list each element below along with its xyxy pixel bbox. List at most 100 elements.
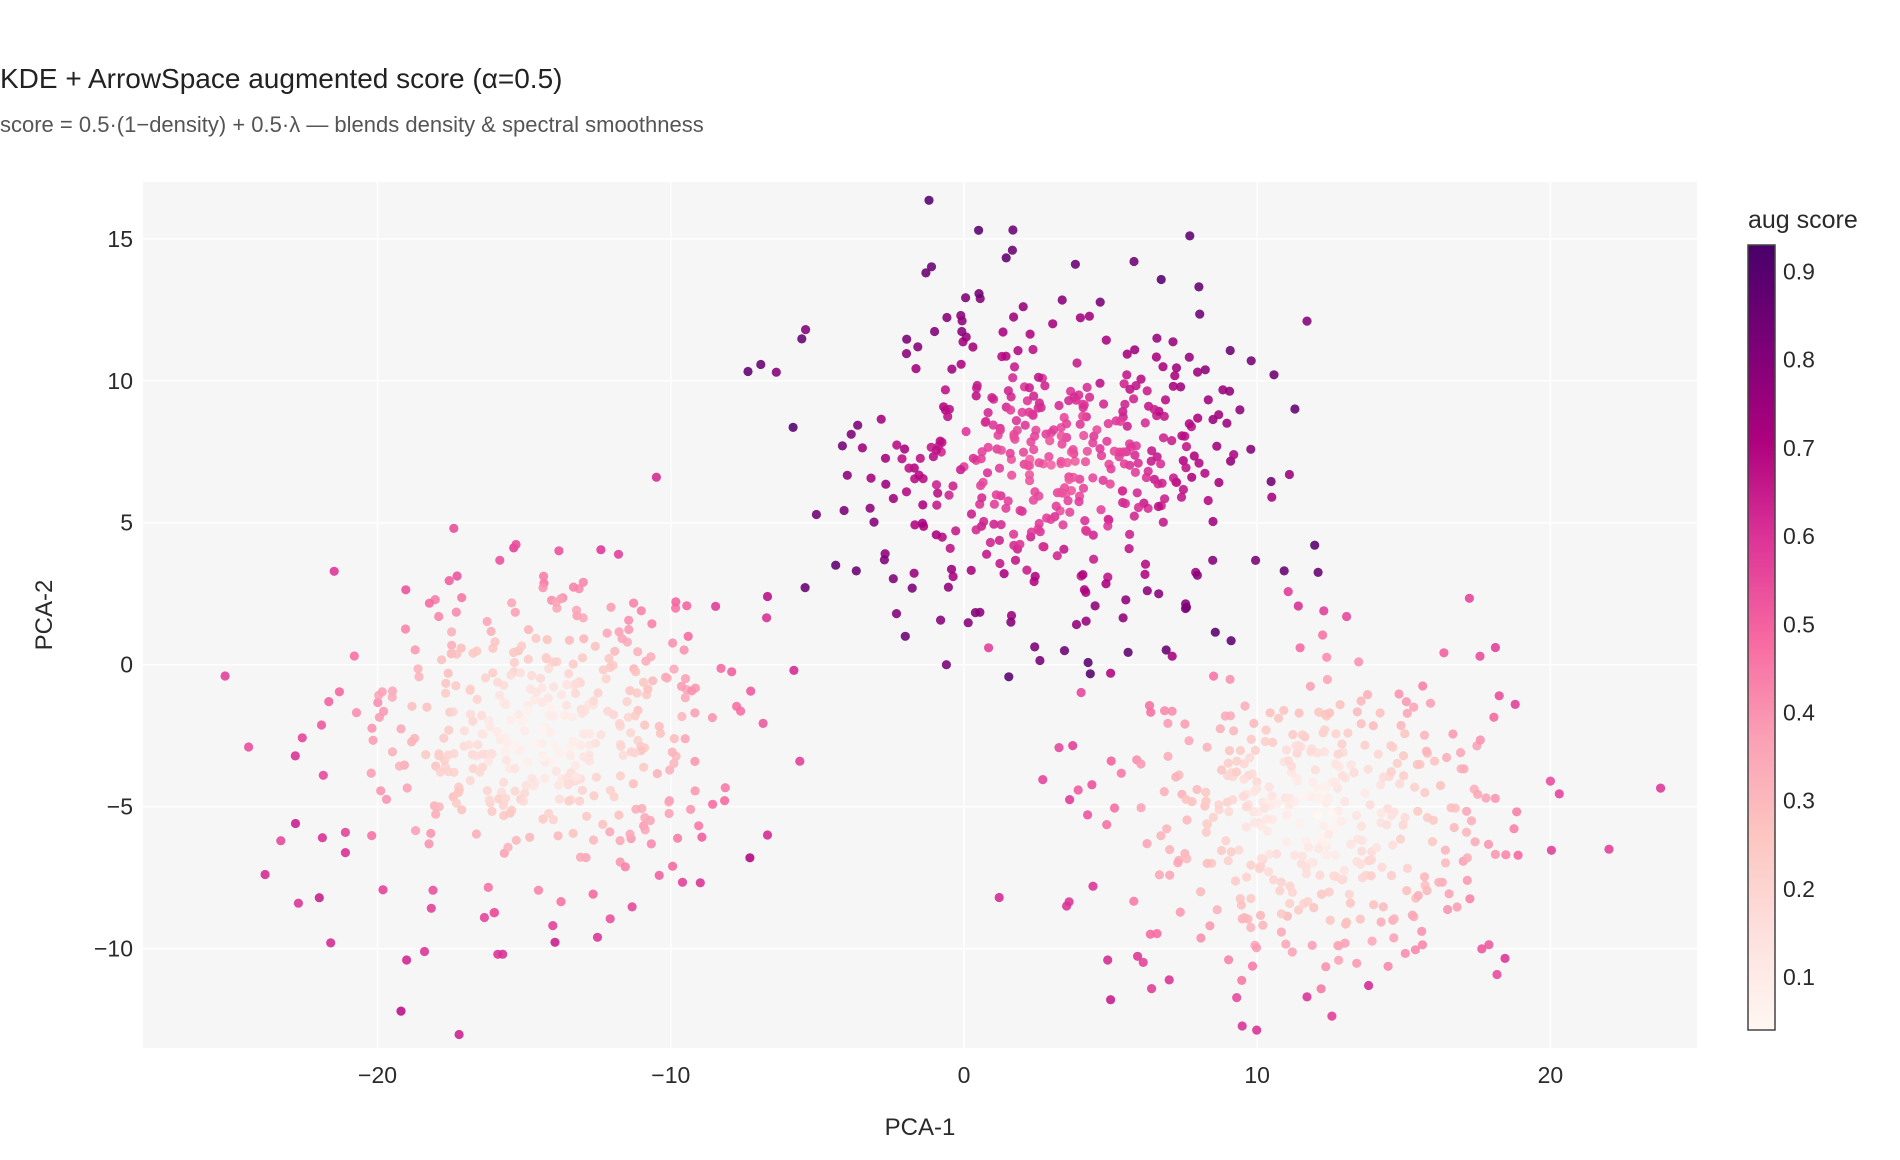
scatter-point	[1162, 824, 1172, 834]
colorbar-tick-label: 0.6	[1783, 523, 1815, 549]
scatter-point	[1153, 501, 1163, 512]
scatter-point	[1281, 745, 1292, 755]
scatter-point	[376, 786, 386, 796]
scatter-point	[1287, 761, 1297, 771]
scatter-point	[1083, 657, 1093, 668]
scatter-point	[1545, 776, 1555, 786]
scatter-point	[1421, 746, 1432, 756]
scatter-point	[996, 445, 1006, 455]
scatter-point	[1378, 772, 1389, 782]
scatter-point	[991, 490, 1001, 500]
scatter-point	[447, 640, 457, 650]
scatter-point	[1510, 699, 1520, 710]
scatter-point	[1364, 980, 1374, 991]
scatter-point	[1320, 837, 1330, 847]
scatter-point	[1092, 425, 1102, 435]
scatter-point	[851, 566, 861, 576]
scatter-point	[651, 472, 662, 482]
colorbar-tick-label: 0.7	[1783, 435, 1815, 461]
scatter-point	[1366, 871, 1376, 881]
scatter-point	[538, 814, 548, 824]
scatter-point	[665, 765, 675, 775]
scatter-point	[1087, 780, 1097, 790]
scatter-point	[1167, 436, 1177, 446]
scatter-point	[931, 480, 942, 490]
scatter-point	[1364, 856, 1374, 866]
scatter-point	[853, 420, 863, 430]
scatter-point	[1315, 870, 1325, 880]
scatter-point	[297, 733, 307, 743]
scatter-point	[1140, 559, 1151, 569]
scatter-point	[989, 499, 1000, 509]
scatter-point	[647, 619, 657, 629]
scatter-point	[443, 668, 453, 678]
scatter-point	[1252, 784, 1262, 794]
scatter-point	[974, 225, 984, 235]
scatter-point	[1122, 349, 1132, 359]
scatter-point	[931, 445, 942, 455]
scatter-point	[550, 741, 560, 751]
scatter-point	[444, 767, 454, 777]
scatter-point	[1200, 801, 1210, 811]
scatter-point	[1116, 768, 1126, 778]
scatter-point	[605, 827, 615, 837]
scatter-point	[1413, 806, 1423, 816]
scatter-point	[1260, 736, 1270, 747]
scatter-point	[1062, 419, 1072, 429]
scatter-point	[628, 779, 638, 789]
scatter-point	[1201, 787, 1211, 797]
scatter-point	[1070, 259, 1080, 269]
scatter-point	[495, 735, 505, 745]
scatter-point	[544, 808, 554, 819]
scatter-point	[1318, 630, 1328, 640]
scatter-point	[857, 443, 868, 453]
scatter-point	[1340, 796, 1350, 807]
scatter-point	[1102, 820, 1112, 830]
scatter-point	[1324, 887, 1334, 897]
scatter-point	[471, 829, 481, 839]
scatter-point	[1136, 759, 1146, 769]
scatter-point	[556, 897, 566, 907]
scatter-point	[511, 835, 521, 845]
scatter-point	[1343, 728, 1353, 738]
scatter-point	[495, 555, 505, 565]
scatter-point	[571, 679, 581, 689]
scatter-point	[510, 786, 520, 796]
scatter-point	[447, 648, 457, 659]
scatter-point	[571, 605, 582, 615]
scatter-point	[1106, 756, 1116, 766]
scatter-point	[465, 775, 475, 786]
scatter-point	[1095, 378, 1105, 388]
scatter-point	[981, 416, 991, 427]
scatter-point	[529, 781, 539, 791]
scatter-point	[498, 801, 508, 811]
scatter-point	[1481, 793, 1491, 803]
scatter-point	[1063, 496, 1073, 506]
scatter-point	[1281, 837, 1291, 847]
scatter-point	[1346, 839, 1356, 849]
scatter-point	[465, 709, 476, 719]
scatter-point	[1124, 544, 1134, 554]
scatter-point	[690, 708, 700, 718]
scatter-point	[1018, 447, 1029, 457]
scatter-point	[500, 746, 510, 756]
scatter-point	[1464, 593, 1474, 603]
scatter-point	[1434, 877, 1444, 887]
scatter-point	[743, 366, 753, 377]
scatter-point	[917, 518, 928, 528]
scatter-point	[944, 490, 954, 500]
scatter-point	[1068, 445, 1078, 455]
scatter-point	[506, 715, 516, 725]
scatter-point	[946, 564, 957, 574]
scatter-point	[1275, 886, 1285, 896]
scatter-point	[1294, 818, 1305, 828]
scatter-point	[1080, 516, 1090, 526]
scatter-point	[1217, 845, 1227, 856]
scatter-point	[1202, 819, 1212, 829]
scatter-point	[1140, 569, 1150, 580]
scatter-point	[542, 654, 552, 664]
scatter-point	[1149, 404, 1159, 415]
scatter-point	[1078, 570, 1088, 580]
scatter-point	[1033, 372, 1044, 382]
scatter-point	[932, 500, 942, 510]
